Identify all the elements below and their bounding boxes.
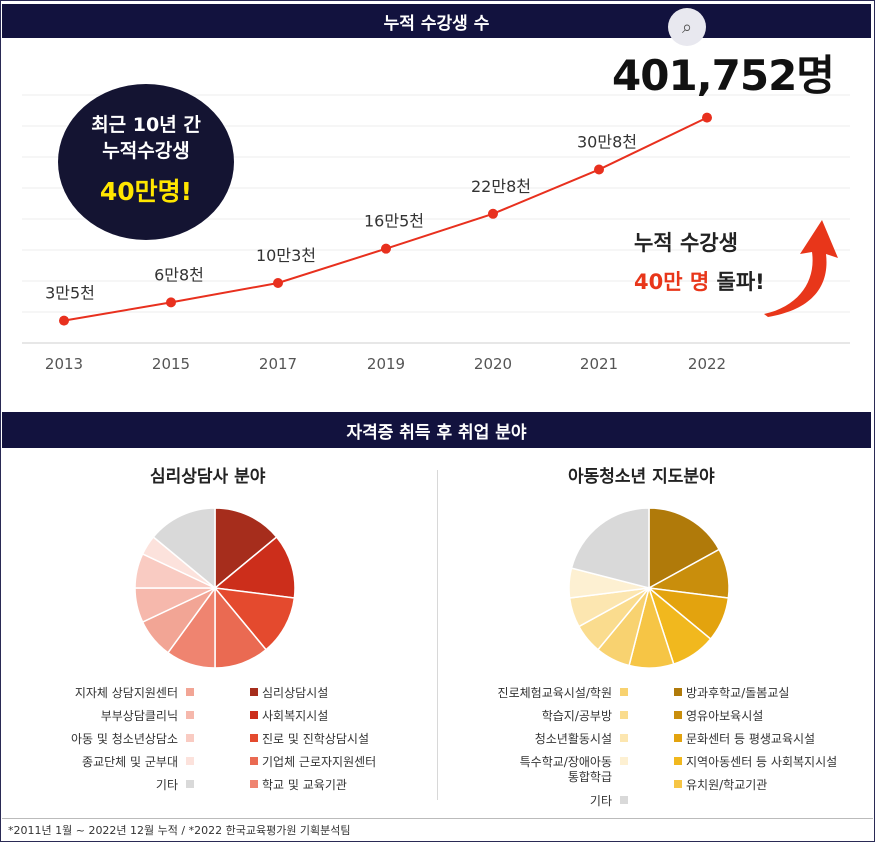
note-line-2: 40만 명 돌파! [634,266,765,296]
data-point [59,315,69,326]
x-tick-label: 2017 [259,355,297,373]
legend-item-counseling: 기타 [155,778,178,792]
legend-item-youth: 방과후학교/돌봄교실 [686,686,790,700]
legend-item-counseling: 아동 및 청소년상담소 [71,732,178,746]
legend-item-youth: 유치원/학교기관 [686,778,768,792]
legend-swatch [674,734,682,742]
total-students-label: 401,752명 [612,51,835,100]
camera-search-icon[interactable]: ⌕ [668,8,706,46]
section-title-cumulative: 누적 수강생 수 [383,13,490,34]
legend-item-youth: 청소년활동시설 [534,732,612,746]
footer-note: *2011년 1월 ~ 2022년 12월 누적 / *2022 한국교육평가원… [8,824,351,837]
legend-swatch [186,688,194,696]
line-chart: 2013 3만5천 2015 6만8천 2017 10만3천 2019 16만5천 2020 22… [22,94,850,373]
data-point [594,164,604,175]
legend-swatch [250,757,258,765]
legend-item-counseling: 종교단체 및 군부대 [82,755,178,769]
pie-slice [648,507,721,590]
data-point [488,208,498,219]
legend-swatch [250,688,258,696]
section-header-cumulative: 누적 수강생 수 [2,4,871,38]
data-label: 3만5천 [45,284,95,303]
data-point [381,243,391,254]
legend-swatch [620,711,628,719]
x-tick-label: 2013 [45,355,83,373]
x-tick-label: 2019 [367,355,405,373]
data-point [273,277,283,288]
column-divider [437,470,438,800]
badge-line-2: 누적수강생 [102,140,190,162]
pie-slice [213,587,296,651]
pie-slice [570,507,650,589]
section-title-jobs: 자격증 취득 후 취업 분야 [346,422,527,443]
x-tick-label: 2020 [474,355,512,373]
pie-title-counseling: 심리상담사 분야 [150,467,266,487]
pie-slice [214,507,278,590]
legend-swatch [186,734,194,742]
legend-item-youth-cont: 통합학급 [567,770,612,784]
legend-item-youth: 학습지/공부방 [541,709,612,723]
legend-item-counseling: 학교 및 교육기관 [262,778,347,792]
legend-swatch [186,711,194,719]
badge-line-1: 최근 10년 간 [91,114,201,136]
data-label: 16만5천 [364,212,424,231]
footer-divider [2,818,873,819]
pie-title-youth: 아동청소년 지도분야 [568,467,715,487]
legend-swatch [674,688,682,696]
up-arrow-icon [764,220,838,317]
note-line-1: 누적 수강생 [634,231,738,255]
pie-chart-youth [568,507,730,669]
legend-item-youth: 영유아보육시설 [686,709,764,723]
data-point [702,112,712,123]
x-tick-label: 2015 [152,355,190,373]
data-label: 22만8천 [471,177,531,196]
x-tick-label: 2022 [688,355,726,373]
legend-swatch [674,757,682,765]
legend-item-counseling: 심리상담시설 [262,686,329,700]
legend-swatch [250,780,258,788]
legend-swatch [186,780,194,788]
legend-swatch [620,734,628,742]
legend-item-youth: 문화센터 등 평생교육시설 [686,732,816,746]
x-tick-label: 2021 [580,355,618,373]
legend-item-youth: 지역아동센터 등 사회복지시설 [686,755,838,769]
legend-swatch [674,780,682,788]
legend-item-counseling: 기업체 근로자지원센터 [262,755,377,769]
legend-item-youth: 기타 [589,794,612,808]
legend-item-youth: 진로체험교육시설/학원 [497,686,612,700]
legend-item-youth: 특수학교/장애아동 [519,755,612,769]
pie-chart-counseling [134,507,296,669]
legend-swatch [620,757,628,765]
legend-swatch [674,711,682,719]
badge-circle: 최근 10년 간 누적수강생 40만명! [58,84,234,240]
legend-item-counseling: 사회복지시설 [262,709,329,723]
legend-swatch [620,688,628,696]
badge-line-3: 40만명! [99,177,193,206]
pie-slice [152,507,216,590]
legend-swatch [250,711,258,719]
data-label: 6만8천 [154,265,204,284]
legend-swatch [186,757,194,765]
section-header-jobs: 자격증 취득 후 취업 분야 [2,412,871,448]
legend-item-counseling: 지자체 상담지원센터 [74,686,178,700]
legend-item-counseling: 부부상담클리닉 [100,709,178,723]
note-rest: 돌파! [709,270,765,294]
note-highlight: 40만 명 [634,270,710,294]
legend-swatch [250,734,258,742]
data-label: 10만3천 [256,246,316,265]
pie-slice [213,535,296,599]
legend-swatch [620,796,628,804]
data-label: 30만8천 [577,133,637,152]
data-point [166,297,176,308]
legend-item-counseling: 진로 및 진학상담시설 [262,732,369,746]
